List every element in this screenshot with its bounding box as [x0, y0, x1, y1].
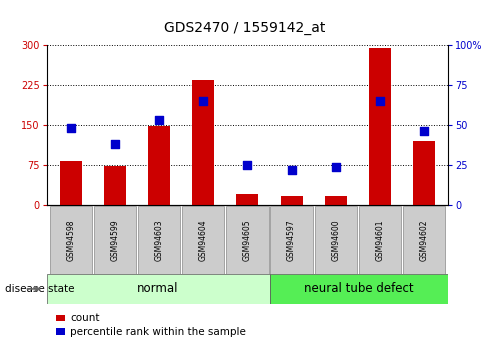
FancyBboxPatch shape — [315, 206, 357, 274]
Text: GSM94600: GSM94600 — [331, 219, 340, 260]
Bar — [56, 315, 65, 321]
Text: GDS2470 / 1559142_at: GDS2470 / 1559142_at — [164, 21, 326, 35]
Bar — [281, 196, 303, 205]
FancyBboxPatch shape — [403, 206, 445, 274]
Point — [420, 129, 428, 134]
Text: disease state: disease state — [5, 284, 74, 294]
Bar — [60, 161, 82, 205]
FancyBboxPatch shape — [270, 274, 448, 304]
FancyBboxPatch shape — [359, 206, 401, 274]
Point — [244, 162, 251, 168]
FancyBboxPatch shape — [47, 274, 270, 304]
Point — [332, 164, 340, 169]
Point — [155, 118, 163, 123]
Bar — [325, 196, 347, 205]
Bar — [192, 80, 214, 205]
Bar — [369, 48, 391, 205]
Text: GSM94601: GSM94601 — [375, 219, 385, 260]
Bar — [413, 141, 435, 205]
Point — [199, 98, 207, 104]
Text: normal: normal — [137, 283, 179, 295]
Text: GSM94603: GSM94603 — [155, 219, 164, 260]
Bar — [56, 328, 65, 335]
FancyBboxPatch shape — [226, 206, 269, 274]
Text: neural tube defect: neural tube defect — [304, 283, 414, 295]
Point — [376, 98, 384, 104]
Text: GSM94605: GSM94605 — [243, 219, 252, 260]
Point — [288, 167, 295, 173]
Text: GSM94597: GSM94597 — [287, 219, 296, 260]
Point — [111, 141, 119, 147]
FancyBboxPatch shape — [182, 206, 224, 274]
FancyBboxPatch shape — [94, 206, 136, 274]
Text: count: count — [70, 313, 99, 323]
FancyBboxPatch shape — [49, 206, 92, 274]
Text: GSM94599: GSM94599 — [110, 219, 120, 260]
FancyBboxPatch shape — [138, 206, 180, 274]
Bar — [236, 194, 259, 205]
Text: percentile rank within the sample: percentile rank within the sample — [70, 327, 246, 336]
Bar — [104, 166, 126, 205]
Text: GSM94598: GSM94598 — [66, 219, 75, 260]
Text: GSM94604: GSM94604 — [199, 219, 208, 260]
Text: GSM94602: GSM94602 — [419, 219, 429, 260]
Point — [67, 126, 75, 131]
Bar — [148, 126, 170, 205]
FancyBboxPatch shape — [270, 206, 313, 274]
